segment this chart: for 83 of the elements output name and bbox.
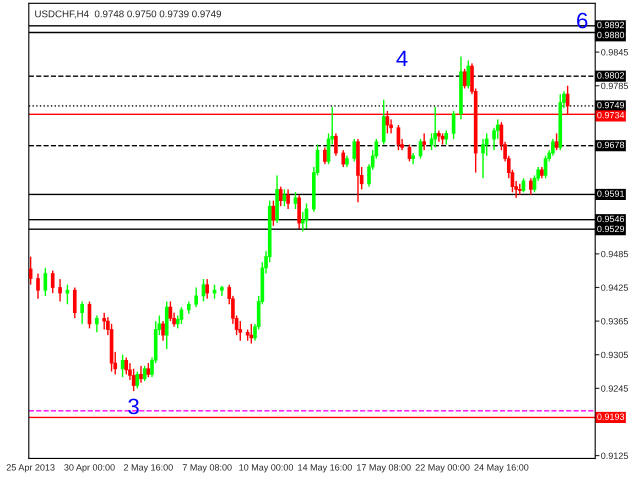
candlestick: [282, 188, 286, 207]
ref-line-label: 0.9678: [597, 142, 624, 148]
candlestick: [139, 365, 143, 384]
candlestick: [518, 183, 522, 196]
candlestick: [212, 284, 216, 300]
candlestick: [142, 365, 146, 382]
candlestick: [28, 256, 32, 286]
candlestick: [345, 155, 349, 168]
candlestick: [44, 267, 48, 297]
y-tick-label: 0.9425: [601, 284, 628, 291]
candlestick: [334, 132, 338, 156]
candlestick: [418, 138, 422, 160]
candlestick: [341, 149, 346, 168]
candlestick: [452, 110, 456, 140]
candlestick: [278, 186, 283, 207]
x-tick-label: 10 May 00:00: [239, 464, 294, 472]
ref-line-label: 0.9749: [597, 102, 624, 108]
candlestick: [304, 202, 308, 230]
candlestick: [466, 60, 470, 90]
candlestick: [408, 144, 412, 162]
y-tick-label: 0.9845: [601, 49, 628, 56]
ref-line-label: 0.9193: [597, 414, 624, 420]
candlestick: [202, 278, 206, 302]
candlestick: [146, 362, 150, 378]
x-tick-label: 22 May 00:00: [416, 464, 470, 472]
ref-line-label: 0.9546: [597, 216, 624, 222]
candlestick: [540, 166, 544, 179]
candlestick: [66, 284, 70, 305]
candlestick: [422, 132, 426, 151]
candlestick: [135, 370, 140, 390]
ref-line-label: 0.9591: [597, 190, 624, 197]
ref-line-label: 0.9734: [597, 112, 624, 118]
x-tick-label: 7 May 08:00: [182, 464, 232, 472]
annotation: 3: [128, 398, 139, 414]
x-tick-label: 25 Apr 2013: [6, 464, 55, 472]
ref-line-label: 0.9892: [597, 22, 624, 28]
candlestick: [286, 188, 290, 210]
candlestick: [205, 278, 209, 300]
candlestick: [95, 314, 99, 334]
candlestick: [161, 320, 165, 342]
candlestick: [396, 124, 400, 151]
x-tick-label: 30 Apr 00:00: [64, 464, 115, 472]
candlestick: [433, 106, 438, 148]
ref-line-label: 0.9880: [597, 32, 624, 38]
y-tick-label: 0.9785: [601, 82, 628, 90]
candlestick: [180, 306, 184, 325]
candlestick: [194, 286, 198, 308]
candlestick: [36, 272, 40, 300]
x-tick-label: 14 May 16:00: [298, 464, 352, 472]
candlestick: [80, 300, 84, 325]
candlestick: [220, 285, 224, 297]
candlestick: [186, 300, 191, 315]
candlestick: [120, 354, 124, 378]
candlestick: [462, 68, 466, 90]
candlestick: [411, 152, 415, 165]
ref-line-label: 0.9529: [597, 226, 624, 232]
candlestick: [437, 130, 441, 142]
candlestick: [50, 270, 55, 294]
candlestick: [88, 300, 92, 330]
x-tick-label: 2 May 16:00: [124, 464, 173, 472]
candlestick: [444, 130, 448, 146]
candlestick: [529, 178, 533, 196]
y-tick-label: 0.9305: [601, 352, 628, 358]
candlestick: [323, 146, 327, 165]
candlestick: [72, 286, 77, 319]
candlestick: [554, 132, 558, 151]
text: 6: [577, 12, 588, 28]
candlestick: [440, 132, 444, 146]
y-tick-label: 0.9245: [601, 385, 628, 392]
candlestick: [352, 138, 356, 162]
candlestick: [249, 323, 254, 344]
annotation: 4: [396, 50, 408, 66]
x-tick-label: 17 May 08:00: [357, 464, 411, 472]
y-tick-label: 0.9485: [601, 250, 628, 258]
ref-line-label: 0.9802: [597, 72, 624, 79]
y-tick-label: 0.9125: [601, 452, 628, 459]
candlestick: [522, 178, 526, 193]
y-tick-label: 0.9365: [601, 318, 628, 324]
candlestick: [294, 192, 298, 210]
x-tick-label: 24 May 16:00: [474, 464, 528, 472]
candlestick: [272, 200, 276, 227]
text: USDCHF,H4 0.9748 0.9750 0.9739 0.9749: [35, 10, 222, 18]
candlestick: [58, 278, 62, 302]
